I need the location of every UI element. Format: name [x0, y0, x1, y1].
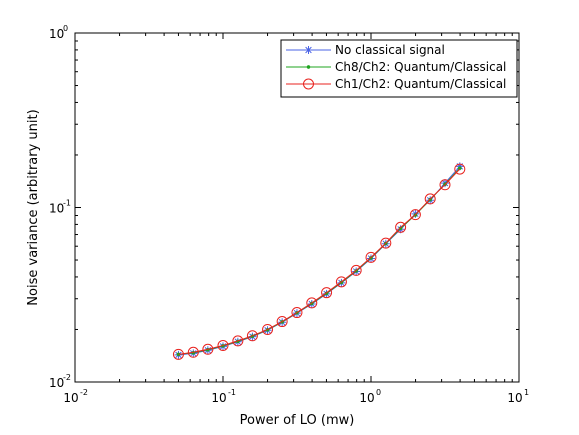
series-3: [172, 163, 466, 360]
x-tick-exponent: -2: [80, 388, 88, 397]
y-axis-label: Noise variance (arbitrary unit): [26, 109, 41, 305]
x-tick-exponent: 0: [376, 388, 381, 397]
y-tick-exponent: -2: [63, 373, 71, 382]
y-tick-label: 10: [49, 376, 64, 390]
x-tick-exponent: -1: [228, 388, 236, 397]
data-point: [291, 307, 303, 319]
x-tick-label: 10: [211, 391, 226, 405]
x-tick-label: 10: [63, 391, 78, 405]
legend-label-3: Ch1/Ch2: Quantum/Classical: [335, 77, 506, 91]
data-point: [439, 179, 451, 191]
data-point: [350, 264, 362, 276]
data-point: [217, 339, 229, 351]
series-line: [178, 168, 461, 355]
data-point: [321, 287, 333, 299]
data-point: [262, 323, 274, 335]
data-point: [335, 276, 347, 288]
legend-marker-sample: [303, 78, 314, 90]
x-tick-label: 10: [507, 391, 522, 405]
data-point: [306, 297, 318, 309]
data-point: [424, 193, 436, 205]
axis-ticks: [74, 32, 520, 383]
data-point: [454, 163, 466, 175]
data-point: [172, 348, 184, 360]
legend-marker-sample: [304, 46, 313, 54]
series-layer: [172, 162, 466, 360]
y-tick-label: 10: [49, 202, 64, 216]
data-point: [232, 335, 244, 347]
x-axis-label: Power of LO (mw): [240, 413, 355, 428]
data-point: [276, 316, 288, 328]
y-tick-exponent: -1: [63, 199, 71, 208]
data-point: [395, 221, 407, 233]
x-tick-exponent: 1: [524, 388, 529, 397]
data-point: [365, 251, 377, 263]
legend-label-1: No classical signal: [335, 43, 445, 57]
data-point: [202, 343, 214, 355]
x-tick-label: 10: [359, 391, 374, 405]
data-point: [409, 209, 421, 221]
y-tick-exponent: 0: [63, 24, 68, 33]
legend: No classical signal Ch8/Ch2: Quantum/Cla…: [280, 39, 518, 98]
data-point: [246, 330, 258, 342]
data-point: [380, 237, 392, 249]
y-tick-label: 10: [49, 27, 64, 41]
legend-label-2: Ch8/Ch2: Quantum/Classical: [335, 60, 506, 74]
data-point: [187, 346, 199, 358]
legend-marker-sample: [306, 65, 311, 69]
legend-samples: [286, 46, 331, 90]
